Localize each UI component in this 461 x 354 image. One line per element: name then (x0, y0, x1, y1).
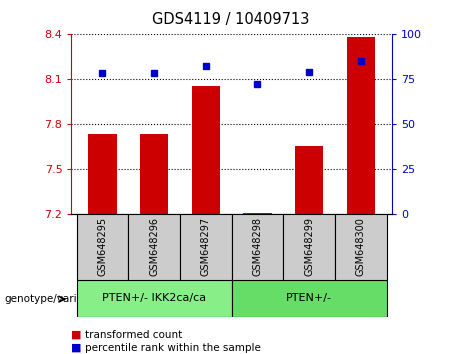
Bar (180, 214, 231, 280)
Text: GSM648295: GSM648295 (97, 217, 107, 276)
Bar (88, 135, 117, 214)
Bar (77, 214, 128, 280)
Text: PTEN+/-: PTEN+/- (286, 293, 332, 303)
Bar (128, 214, 180, 280)
Bar (347, 36, 375, 214)
Bar (140, 135, 168, 214)
Text: GSM648298: GSM648298 (253, 217, 262, 276)
Text: genotype/variation: genotype/variation (5, 294, 104, 304)
Text: percentile rank within the sample: percentile rank within the sample (85, 343, 261, 353)
Bar (295, 147, 323, 214)
Text: ■: ■ (71, 343, 82, 353)
Bar (284, 214, 335, 280)
Bar (243, 213, 272, 214)
Bar (335, 214, 387, 280)
Text: transformed count: transformed count (85, 330, 183, 339)
Text: GSM648300: GSM648300 (356, 217, 366, 276)
Text: ■: ■ (71, 330, 82, 339)
Bar (231, 280, 387, 317)
Bar (77, 280, 231, 317)
Text: GSM648297: GSM648297 (201, 217, 211, 276)
Bar (231, 214, 284, 280)
Text: PTEN+/- IKK2ca/ca: PTEN+/- IKK2ca/ca (102, 293, 206, 303)
Text: GSM648296: GSM648296 (149, 217, 159, 276)
Text: GDS4119 / 10409713: GDS4119 / 10409713 (152, 12, 309, 27)
Text: GSM648299: GSM648299 (304, 217, 314, 276)
Bar (192, 86, 220, 214)
